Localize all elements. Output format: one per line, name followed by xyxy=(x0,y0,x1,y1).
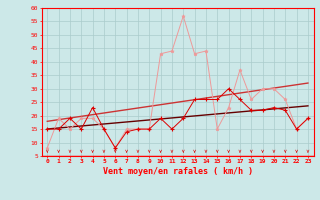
X-axis label: Vent moyen/en rafales ( km/h ): Vent moyen/en rafales ( km/h ) xyxy=(103,167,252,176)
